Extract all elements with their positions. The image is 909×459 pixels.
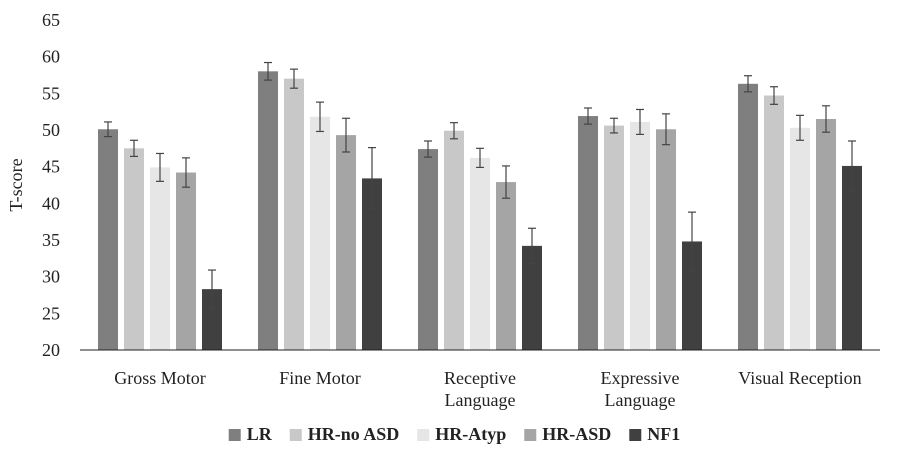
bar xyxy=(682,241,702,350)
y-tick-label: 30 xyxy=(42,267,60,287)
error-bar xyxy=(208,269,216,309)
legend-item: HR-ASD xyxy=(524,424,611,444)
error-bar xyxy=(368,147,376,210)
y-tick-label: 40 xyxy=(42,193,60,213)
bar xyxy=(362,178,382,350)
y-tick-label: 35 xyxy=(42,230,60,250)
bar xyxy=(202,289,222,350)
legend-swatch xyxy=(417,429,430,441)
legend-label: HR-no ASD xyxy=(308,424,400,444)
error-bar xyxy=(424,140,432,158)
bar xyxy=(816,119,836,350)
y-axis-label: T-score xyxy=(6,158,26,211)
error-bar xyxy=(584,107,592,125)
error-bar xyxy=(450,122,458,140)
bar xyxy=(124,148,144,350)
category-labels: Gross Motor Fine Motor Receptive Language Ex… xyxy=(114,368,861,410)
error-bar xyxy=(848,140,856,192)
bar xyxy=(578,116,598,350)
bar xyxy=(258,71,278,350)
bar xyxy=(764,95,784,351)
y-tick-label: 20 xyxy=(42,340,60,360)
error-bar xyxy=(290,68,298,89)
y-tick-label: 50 xyxy=(42,120,60,140)
bar xyxy=(630,121,650,350)
error-bar xyxy=(104,121,112,138)
y-tick-label: 60 xyxy=(42,47,60,67)
bar xyxy=(656,129,676,350)
category-label: Gross Motor xyxy=(114,368,206,388)
error-bar xyxy=(744,75,752,93)
legend-label: HR-Atyp xyxy=(435,424,506,444)
bar xyxy=(150,167,170,350)
error-bar xyxy=(822,105,830,133)
bar xyxy=(790,127,810,350)
category-label: Receptive Language xyxy=(444,368,516,410)
error-bar xyxy=(688,211,696,272)
category-label: Fine Motor xyxy=(279,368,361,388)
error-bar xyxy=(264,61,272,81)
legend-item: LR xyxy=(228,424,273,444)
legend-label: NF1 xyxy=(647,424,680,444)
legend-label: LR xyxy=(247,424,273,444)
category-label: Visual Reception xyxy=(738,368,861,388)
error-bar xyxy=(610,117,618,134)
legend-swatch xyxy=(629,429,642,441)
legend-item: HR-no ASD xyxy=(289,424,400,444)
error-bar xyxy=(528,227,536,265)
legend-label: HR-ASD xyxy=(542,424,611,444)
bar xyxy=(176,172,196,350)
legend: LR HR-no ASD HR-Atyp HR-ASD NF1 xyxy=(228,424,680,444)
bar xyxy=(336,135,356,350)
legend-item: HR-Atyp xyxy=(417,424,506,444)
bar xyxy=(496,182,516,350)
y-tick-label: 65 xyxy=(42,10,60,30)
error-bar xyxy=(502,165,510,199)
error-bar xyxy=(476,147,484,168)
bar xyxy=(310,116,330,350)
legend-swatch xyxy=(524,429,537,441)
bar xyxy=(444,130,464,350)
bar xyxy=(522,245,542,350)
category-label: Expressive Language xyxy=(601,368,680,410)
error-bar xyxy=(796,114,804,141)
error-bar xyxy=(130,139,138,157)
error-bar xyxy=(182,157,190,188)
y-axis-ticks: 20 25 30 35 40 45 50 55 60 65 xyxy=(42,10,60,360)
y-tick-label: 25 xyxy=(42,303,60,323)
bar xyxy=(418,149,438,350)
error-bar xyxy=(156,152,164,182)
legend-item: NF1 xyxy=(629,424,680,444)
bars xyxy=(98,71,862,351)
error-bar xyxy=(662,113,670,146)
bar xyxy=(842,165,862,350)
error-bar xyxy=(636,108,644,135)
bar xyxy=(738,83,758,351)
bar xyxy=(284,78,304,351)
legend-swatch xyxy=(289,429,302,441)
legend-swatch xyxy=(228,429,241,441)
error-bar xyxy=(342,117,350,153)
y-tick-label: 55 xyxy=(42,83,60,103)
error-bars xyxy=(104,61,856,309)
bar xyxy=(604,125,624,350)
error-bar xyxy=(316,101,324,133)
error-bar xyxy=(770,86,778,105)
bar xyxy=(98,129,118,350)
y-tick-label: 45 xyxy=(42,157,60,177)
bar xyxy=(470,157,490,350)
